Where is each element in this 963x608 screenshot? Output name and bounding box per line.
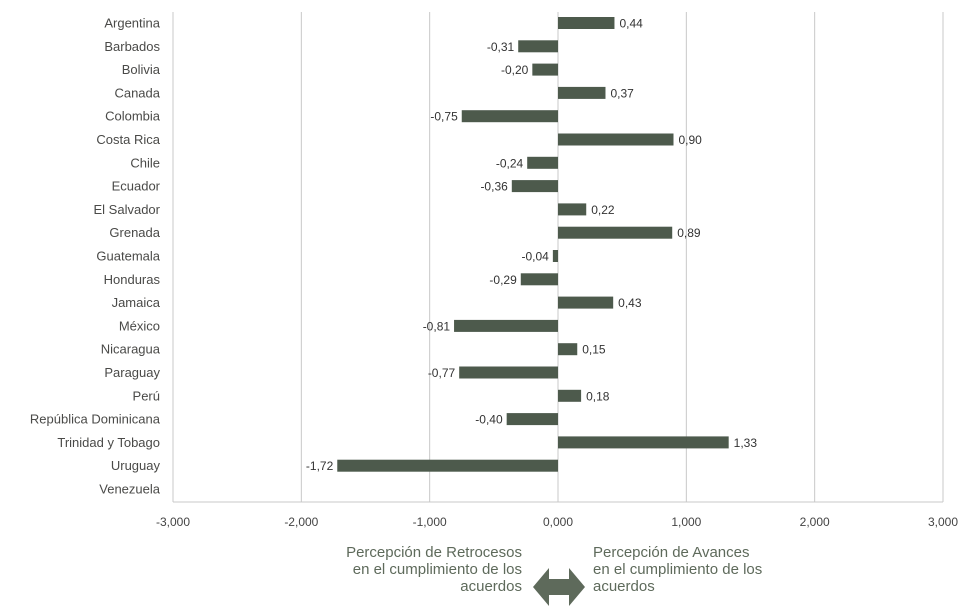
value-label: 1,33 [734,436,758,450]
x-tick-label: -3,000 [156,515,190,529]
bar [558,436,729,449]
bar [454,319,558,332]
double-arrow-horizontal-icon [533,568,585,606]
caption-avances: Percepción de Avances en el cumplimiento… [593,544,762,595]
bar-chart: Argentina Barbados Bolivia Canada Colombia Co… [30,12,958,529]
bar [558,389,582,402]
x-tick-label: 2,000 [800,515,830,529]
bar [558,17,615,29]
category-label: Paraguay [104,365,160,380]
category-label: Ecuador [112,179,161,194]
category-label: Jamaica [112,295,161,310]
value-label: -0,40 [475,413,503,427]
category-label: Trinidad y Tobago [57,435,160,450]
bar [461,110,558,123]
category-label: Bolivia [122,62,161,77]
bar [532,63,558,76]
category-label: El Salvador [94,202,161,217]
caption-right-line-2: en el cumplimiento de los [593,561,763,578]
bar [552,250,558,262]
category-label: Costa Rica [96,132,160,147]
value-label: -1,72 [306,459,334,473]
category-label: Argentina [104,16,160,31]
x-tick-label: 0,000 [543,515,573,529]
caption-retrocesos: Percepción de Retrocesos en el cumplimie… [346,544,522,595]
bar [511,180,558,193]
value-labels: 0,44 -0,31 -0,20 0,37 -0,75 0,90 -0,24 -0,36 0,2… [306,17,757,474]
category-label: México [119,318,160,333]
value-label: -0,31 [487,40,515,54]
value-label: 0,90 [679,133,703,147]
x-tick-label: -1,000 [413,515,447,529]
value-label: 0,89 [677,226,701,240]
caption-right-line-3: acuerdos [593,578,655,595]
category-label: Uruguay [111,458,161,473]
value-label: -0,20 [501,63,529,77]
bar [558,133,674,146]
bar [527,156,558,169]
value-label: 0,44 [619,17,643,31]
value-label: -0,29 [489,273,517,287]
caption-left-line-2: en el cumplimiento de los [352,561,522,578]
x-tick-label: 1,000 [671,515,701,529]
category-label: Canada [114,85,160,100]
category-label: Grenada [109,225,160,240]
value-label: -0,81 [423,319,451,333]
category-label: Guatemala [96,249,160,264]
caption-left-line-1: Percepción de Retrocesos [346,544,522,561]
bar [558,296,614,309]
bar [520,273,558,286]
value-label: -0,24 [496,156,524,170]
x-axis-tick-labels: -3,000 -2,000 -1,000 0,000 1,000 2,000 3,000 [156,515,958,529]
value-label: -0,75 [430,110,458,124]
category-label: Venezuela [99,482,160,497]
bar [506,413,558,426]
category-labels: Argentina Barbados Bolivia Canada Colombia Co… [30,16,161,497]
bar [558,343,578,356]
bar [459,366,558,379]
x-tick-label: 3,000 [928,515,958,529]
category-label: Chile [130,155,160,170]
bar [337,459,558,472]
bar [558,86,606,99]
value-label: -0,77 [428,366,456,380]
category-label: Honduras [104,272,161,287]
caption-right-line-1: Percepción de Avances [593,544,750,561]
category-label: Nicaragua [101,342,161,357]
value-label: 0,18 [586,389,610,403]
category-label: Barbados [104,39,160,54]
x-tick-label: -2,000 [284,515,318,529]
bar [518,40,558,53]
value-label: 0,43 [618,296,642,310]
value-label: -0,04 [522,250,550,264]
value-label: 0,15 [582,343,606,357]
caption-left-line-3: acuerdos [460,578,522,595]
bars [337,17,729,472]
value-label: 0,22 [591,203,615,217]
value-label: -0,36 [480,180,508,194]
category-label: República Dominicana [30,412,161,427]
value-label: 0,37 [610,86,634,100]
category-label: Colombia [105,109,161,124]
bar [558,203,587,216]
category-label: Perú [133,388,160,403]
bar [558,226,673,239]
